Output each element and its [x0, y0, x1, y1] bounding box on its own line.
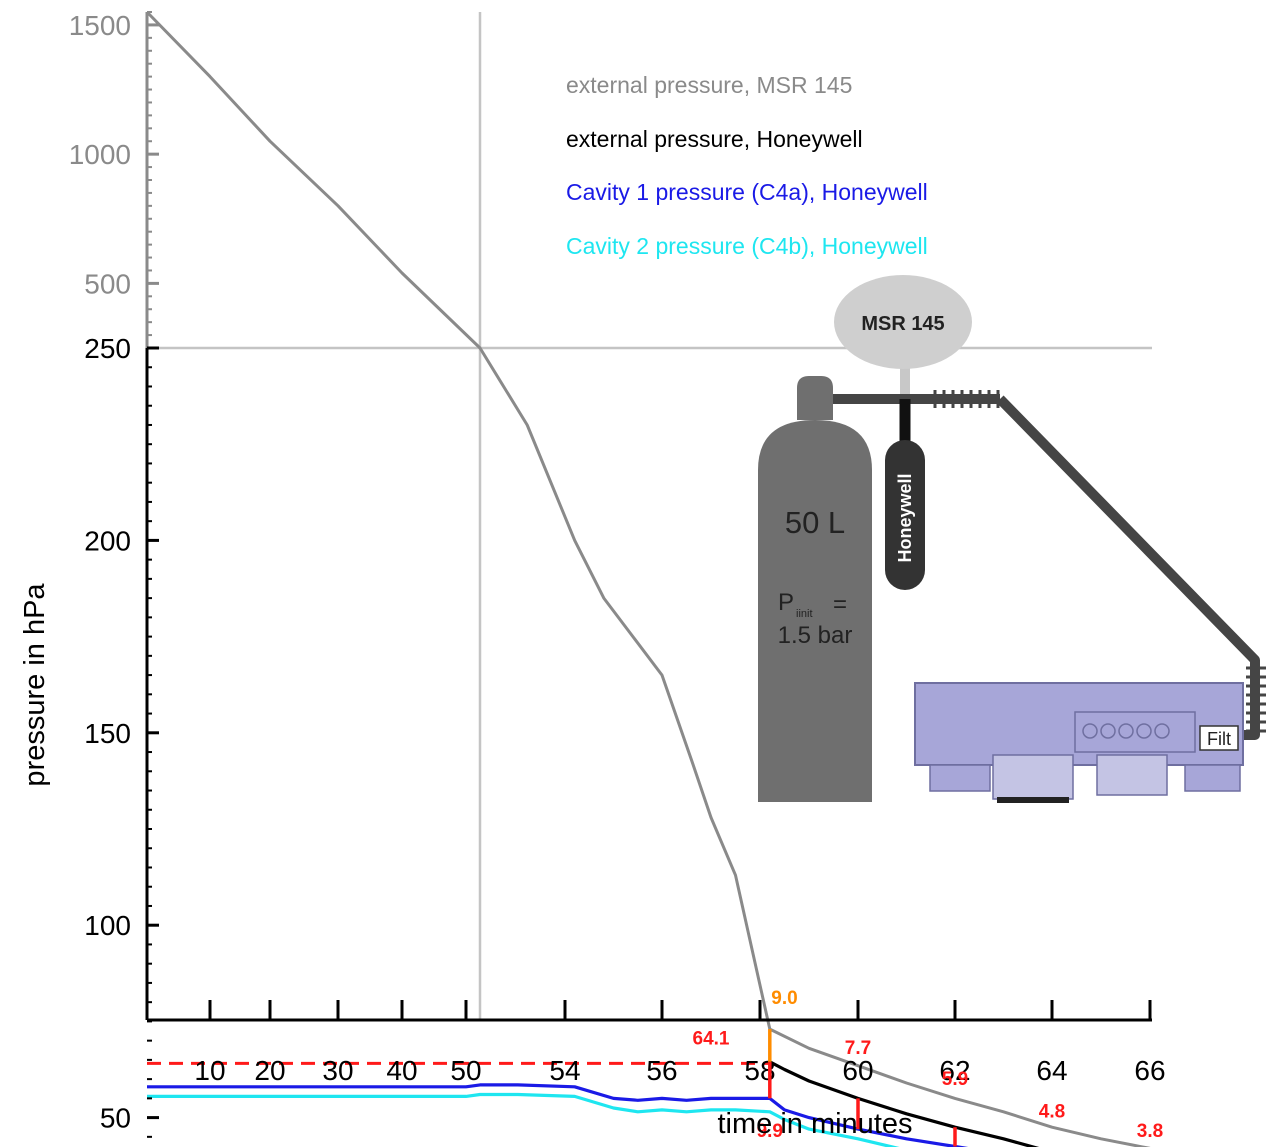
- series-lines: [145, 10, 1151, 1147]
- y-tick-label-upper: 1000: [69, 139, 131, 170]
- cylinder-pressure-value: 1.5 bar: [778, 622, 853, 649]
- value-annotation: 4.8: [1039, 1102, 1065, 1123]
- x-tick-label: 56: [646, 1055, 677, 1086]
- pipe-to-filter: [996, 395, 1260, 740]
- cylinder-pressure-symbol: P: [778, 589, 794, 616]
- sensor-body: [885, 440, 925, 590]
- legend-entry-1: external pressure, MSR 145: [566, 72, 852, 98]
- instrument-knob: [1100, 723, 1116, 739]
- x-axis-title: time in minutes: [717, 1108, 912, 1140]
- sensor-label: Honeywell: [895, 473, 915, 562]
- y-tick-label-lower: 250: [84, 333, 131, 364]
- instrument-knob: [1118, 723, 1134, 739]
- y-tick-label-lower: 100: [84, 910, 131, 941]
- legend-entry-2: external pressure, Honeywell: [566, 126, 863, 152]
- series-line-4: [147, 1092, 900, 1147]
- value-annotation: 7.7: [845, 1038, 871, 1059]
- value-annotation: 64.1: [693, 1028, 730, 1049]
- x-tick-label: 66: [1134, 1055, 1165, 1086]
- x-tick-label: 10: [194, 1055, 225, 1086]
- filter-box: [1199, 725, 1239, 751]
- value-annotation: 9.9: [757, 1121, 783, 1142]
- cylinder-pressure-subscript: iinit: [796, 608, 813, 620]
- x-tick-label: 50: [450, 1055, 481, 1086]
- x-tick-label: 64: [1036, 1055, 1067, 1086]
- y-tick-label-lower: 200: [84, 525, 131, 556]
- y-axis-title: pressure in hPa: [19, 583, 51, 787]
- value-annotation: 5.9: [942, 1069, 968, 1090]
- value-annotation: 9.0: [771, 988, 797, 1009]
- series-line-3: [147, 1083, 969, 1147]
- instrument-foot: [929, 764, 991, 792]
- apparatus-inset: MSR 145 50 L P iinit = 1.5 bar Honeywell Filt: [758, 275, 1266, 803]
- instrument-module: [992, 754, 1074, 800]
- instrument-module: [1096, 754, 1168, 796]
- cylinder-volume-label: 50 L: [785, 505, 845, 540]
- y-tick-label-upper: 500: [84, 268, 131, 299]
- cylinder-valve: [797, 376, 833, 420]
- x-tick-label: 54: [549, 1055, 580, 1086]
- legend: external pressure, MSR 145 external press…: [566, 72, 928, 259]
- instrument-foot: [1184, 764, 1241, 792]
- y-tick-label-lower: 50: [100, 1103, 131, 1134]
- legend-entry-3: Cavity 1 pressure (C4a), Honeywell: [566, 179, 928, 205]
- instrument-knob: [1082, 723, 1098, 739]
- cylinder-pressure-equals: =: [833, 591, 847, 618]
- axes: 10 20 30 40 50 54 56 58 60 62 64 661500100050025020…: [69, 10, 1166, 1138]
- instrument-base: [997, 797, 1069, 803]
- gauge-label: MSR 145: [861, 313, 944, 335]
- filter-label: Filt: [1207, 729, 1231, 749]
- y-tick-label-upper: 1500: [69, 10, 131, 41]
- series-line-1: [145, 10, 1151, 1147]
- x-tick-label: 30: [322, 1055, 353, 1086]
- value-annotation: 3.8: [1137, 1121, 1163, 1142]
- x-tick-label: 40: [386, 1055, 417, 1086]
- x-tick-label: 20: [254, 1055, 285, 1086]
- reference-lines: [147, 12, 1152, 1065]
- cylinder-body: [758, 420, 872, 802]
- y-tick-label-lower: 150: [84, 718, 131, 749]
- annotations: 64.1 9.0 9.9 7.7 5.9 4.8 3.8: [693, 988, 1163, 1147]
- x-tick-label: 60: [842, 1055, 873, 1086]
- x-tick-label: 62: [939, 1055, 970, 1086]
- series-line-2: [769, 1060, 1040, 1147]
- legend-entry-4: Cavity 2 pressure (C4b), Honeywell: [566, 233, 928, 259]
- instrument-knob: [1136, 723, 1152, 739]
- instrument-knob: [1154, 723, 1170, 739]
- instrument-panel: [1074, 711, 1196, 753]
- gauge-ellipse: [834, 275, 972, 369]
